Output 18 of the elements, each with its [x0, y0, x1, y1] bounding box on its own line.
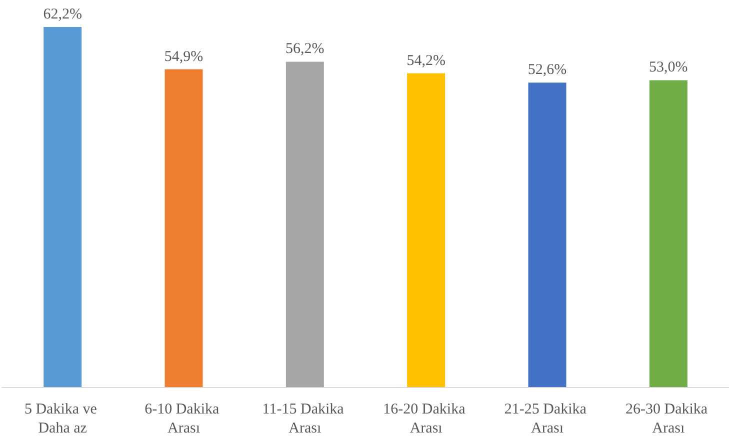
- data-label: 53,0%: [649, 60, 688, 76]
- data-label: 54,2%: [406, 52, 446, 69]
- bar: [528, 82, 566, 387]
- data-label: 62,2%: [43, 6, 82, 22]
- x-tick-label: 21-25 Dakika Arası: [504, 402, 590, 436]
- x-tick-label: 6-10 Dakika Arası: [144, 402, 223, 436]
- bar: [649, 80, 688, 387]
- x-tick-label: 26-30 Dakika Arası: [626, 402, 712, 436]
- x-tick-label: 11-15 Dakika Arası: [262, 402, 348, 436]
- bar: [44, 27, 82, 387]
- bar: [286, 62, 324, 387]
- x-tick-label: 16-20 Dakika Arası: [383, 402, 469, 436]
- data-label: 52,6%: [528, 62, 567, 78]
- x-tick-label: 5 Dakika ve Daha az: [24, 402, 101, 436]
- data-label: 54,9%: [164, 48, 204, 65]
- bar: [164, 69, 203, 387]
- data-label: 56,2%: [286, 41, 324, 58]
- bar: [407, 73, 446, 387]
